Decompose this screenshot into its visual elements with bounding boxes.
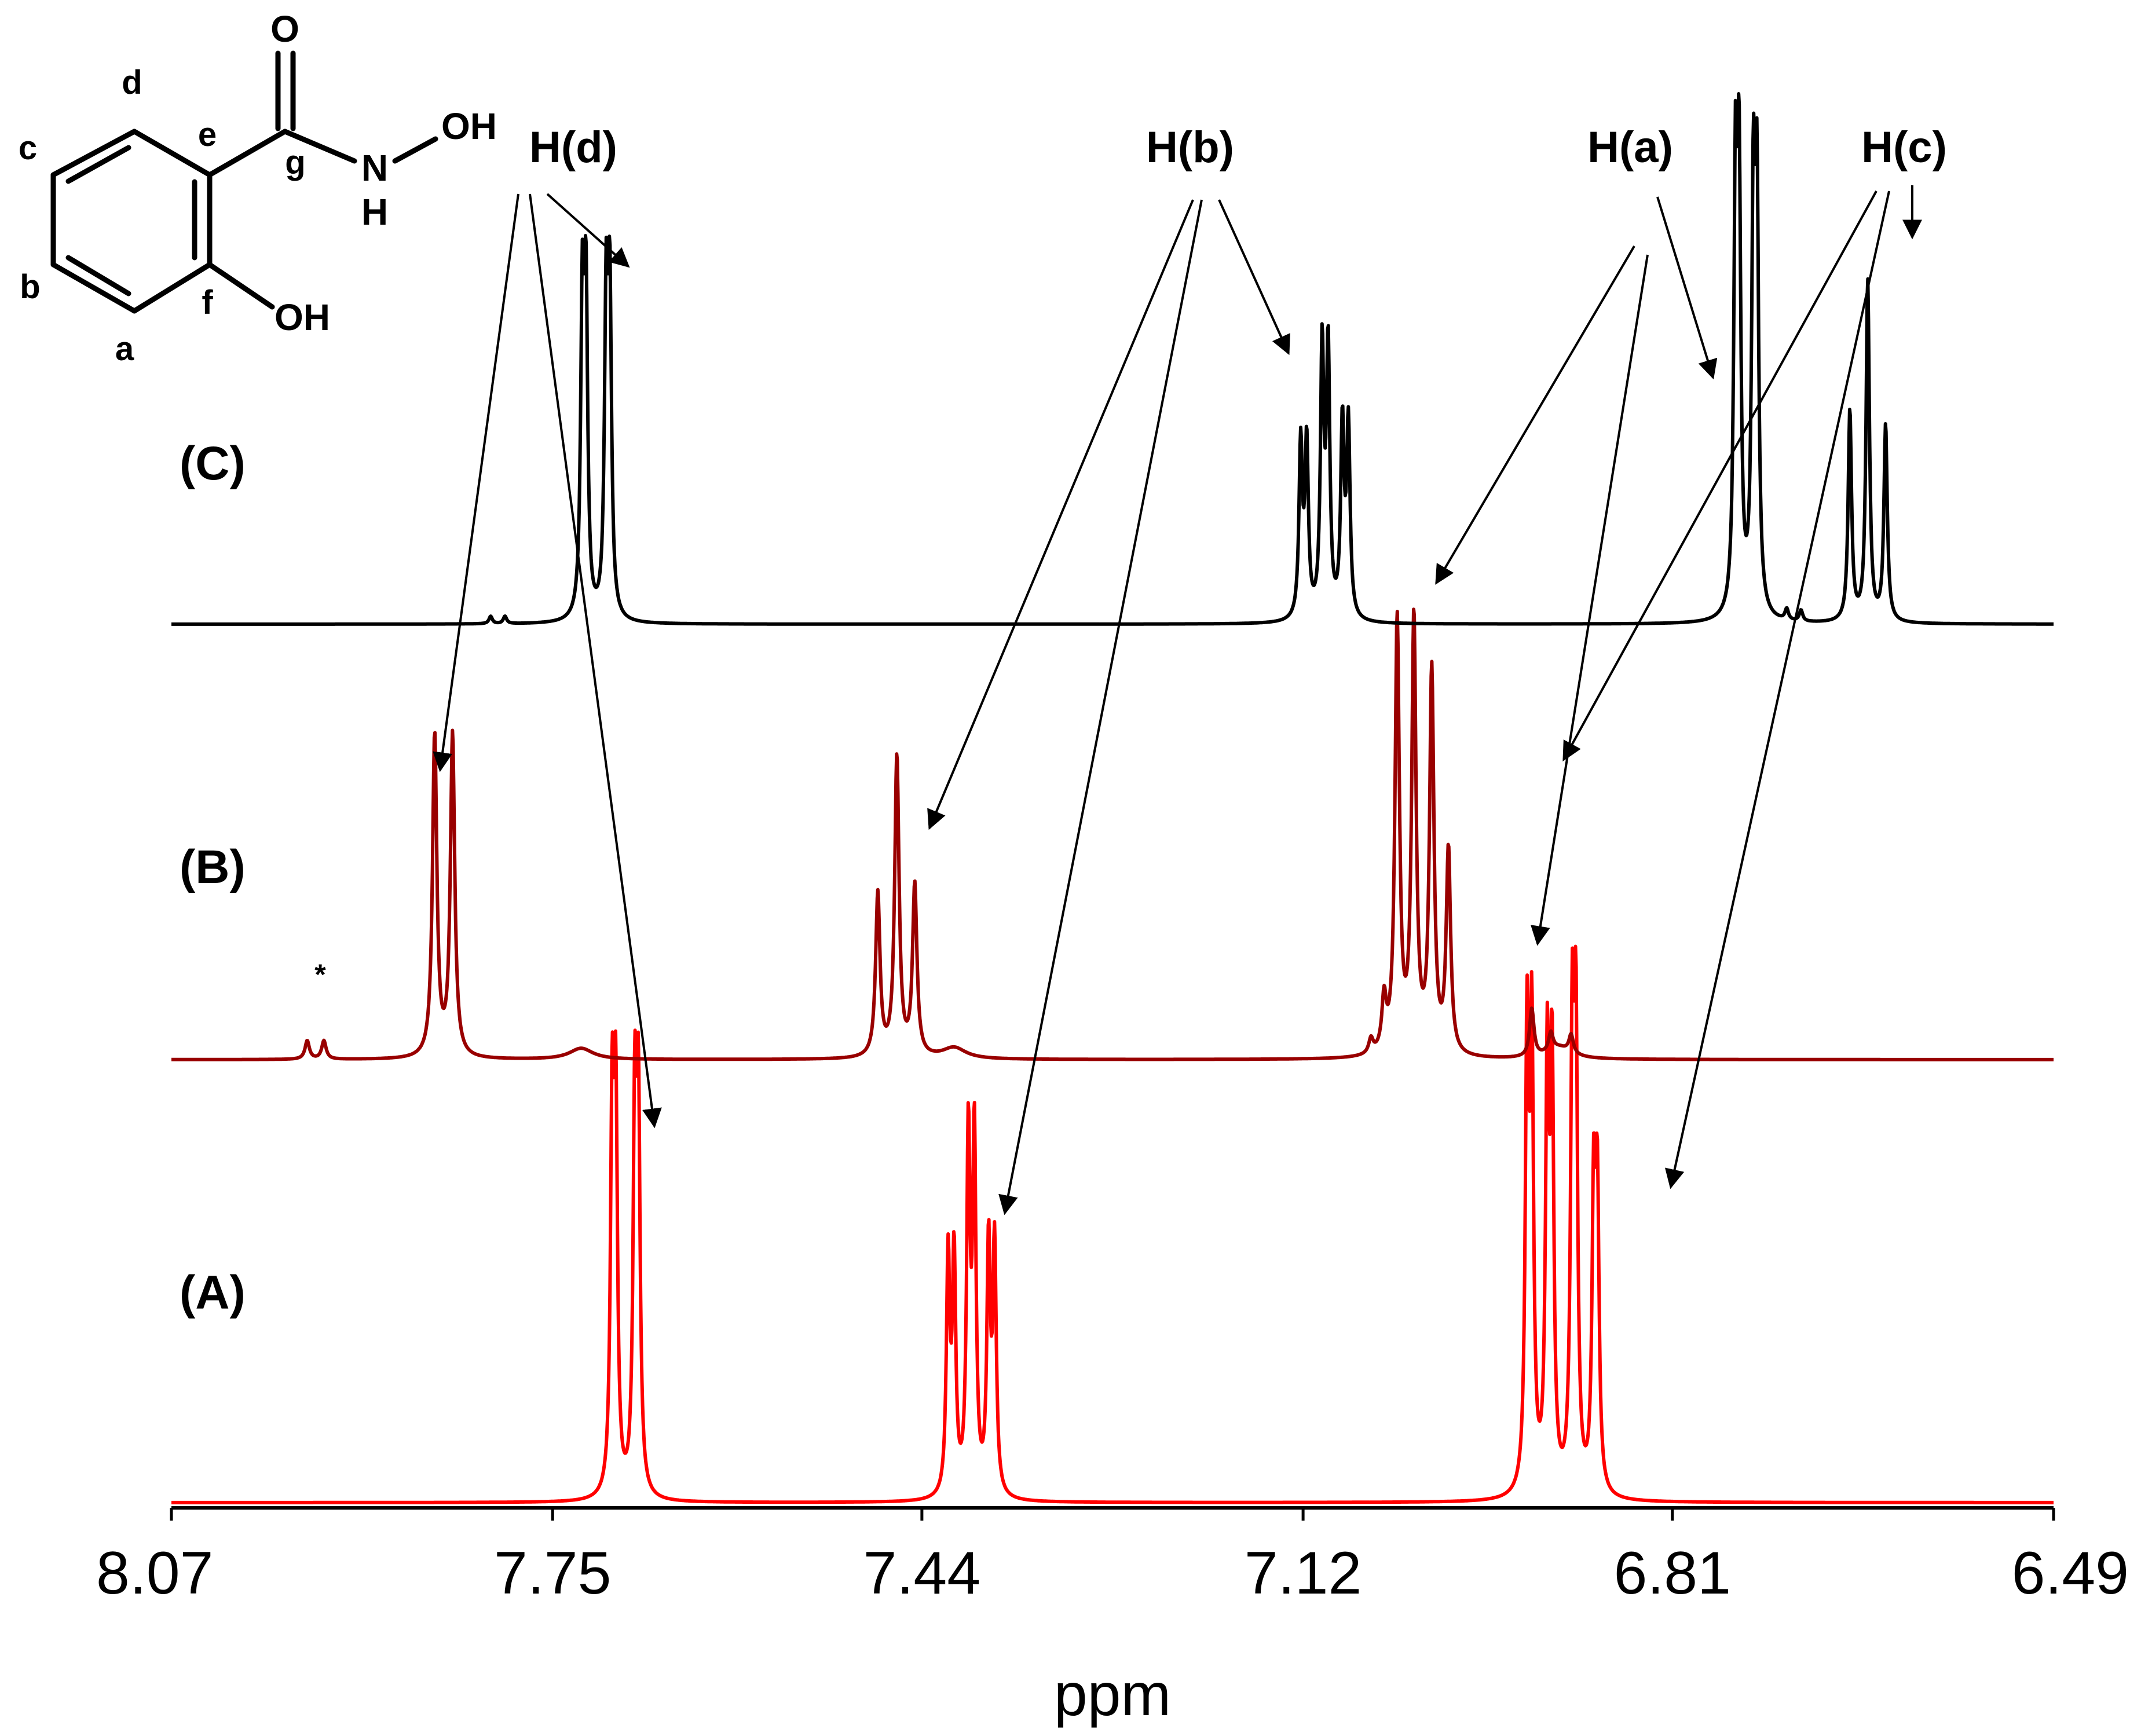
spectra [170,92,2055,1504]
bond-carbonyl-n [282,129,357,164]
x-tick-label: 8.07 [96,1540,213,1607]
trace-label-b: (B) [180,841,246,893]
x-tick-label: 6.81 [1614,1540,1731,1607]
trace-label-c: (C) [180,437,246,490]
group-label-hc: H(c) [1861,123,1947,172]
arrow-hc-to-a [1664,191,1890,1189]
ring-bond-3 [50,262,137,314]
position-f-label: f [202,284,213,321]
x-tick-label: 7.12 [1245,1540,1362,1607]
x-axis-title: ppm [1054,1661,1171,1728]
arrow-ha-to-c [1656,196,1718,380]
impurity-marker: * [314,958,326,991]
hydroxylamine-oh: OH [441,105,497,147]
position-g-label: g [285,144,305,181]
trace-a-spectrum [170,944,2055,1504]
ring-inner-bond-1 [65,145,131,184]
arrow-hb-to-c [1218,199,1290,356]
ring-bond-1 [50,129,137,178]
group-label-hd: H(d) [529,123,617,172]
x-axis-ticks: 8.07 7.75 7.44 7.12 6.81 6.49 [96,1508,2129,1607]
arrow-hc-to-b [1562,191,1878,761]
ring-bond-6 [131,129,213,178]
group-label-hb: H(b) [1146,123,1234,172]
molecule-structure [50,50,438,314]
x-tick-label: 6.49 [2012,1540,2129,1607]
x-axis: 8.07 7.75 7.44 7.12 6.81 6.49 ppm [96,1506,2129,1728]
ring-inner-bond-2 [65,255,131,296]
trace-c-spectrum [170,92,2055,626]
x-tick-label: 7.44 [863,1540,980,1607]
trace-label-a: (A) [180,1266,246,1319]
bond-ring-carbonyl [207,129,288,178]
bond-ring-oh [207,262,275,310]
amide-nitrogen: N [361,147,388,189]
position-e-label: e [198,116,217,153]
arrow-hb-to-a [998,199,1203,1215]
arrow-hd-to-c [546,193,630,268]
position-c-label: c [19,129,37,167]
position-d-label: d [122,64,142,101]
carbonyl-oxygen: O [270,8,299,50]
arrow-ha-to-a [1531,254,1649,946]
x-tick-label: 7.75 [494,1540,611,1607]
arrow-hd-to-b [433,193,519,772]
ring-bond-4 [131,262,213,314]
arrow-ha-to-b [1435,245,1635,585]
amide-hydrogen: H [361,191,388,233]
arrow-hd-to-a [529,193,662,1129]
assignment-arrows [433,185,1922,1215]
position-a-label: a [115,330,134,368]
phenol-oh: OH [275,296,330,338]
group-label-ha: H(a) [1587,123,1673,172]
position-b-label: b [20,268,40,306]
bond-n-o [392,136,438,164]
arrow-hb-to-b [927,199,1194,830]
trace-b-spectrum [170,607,2055,1061]
